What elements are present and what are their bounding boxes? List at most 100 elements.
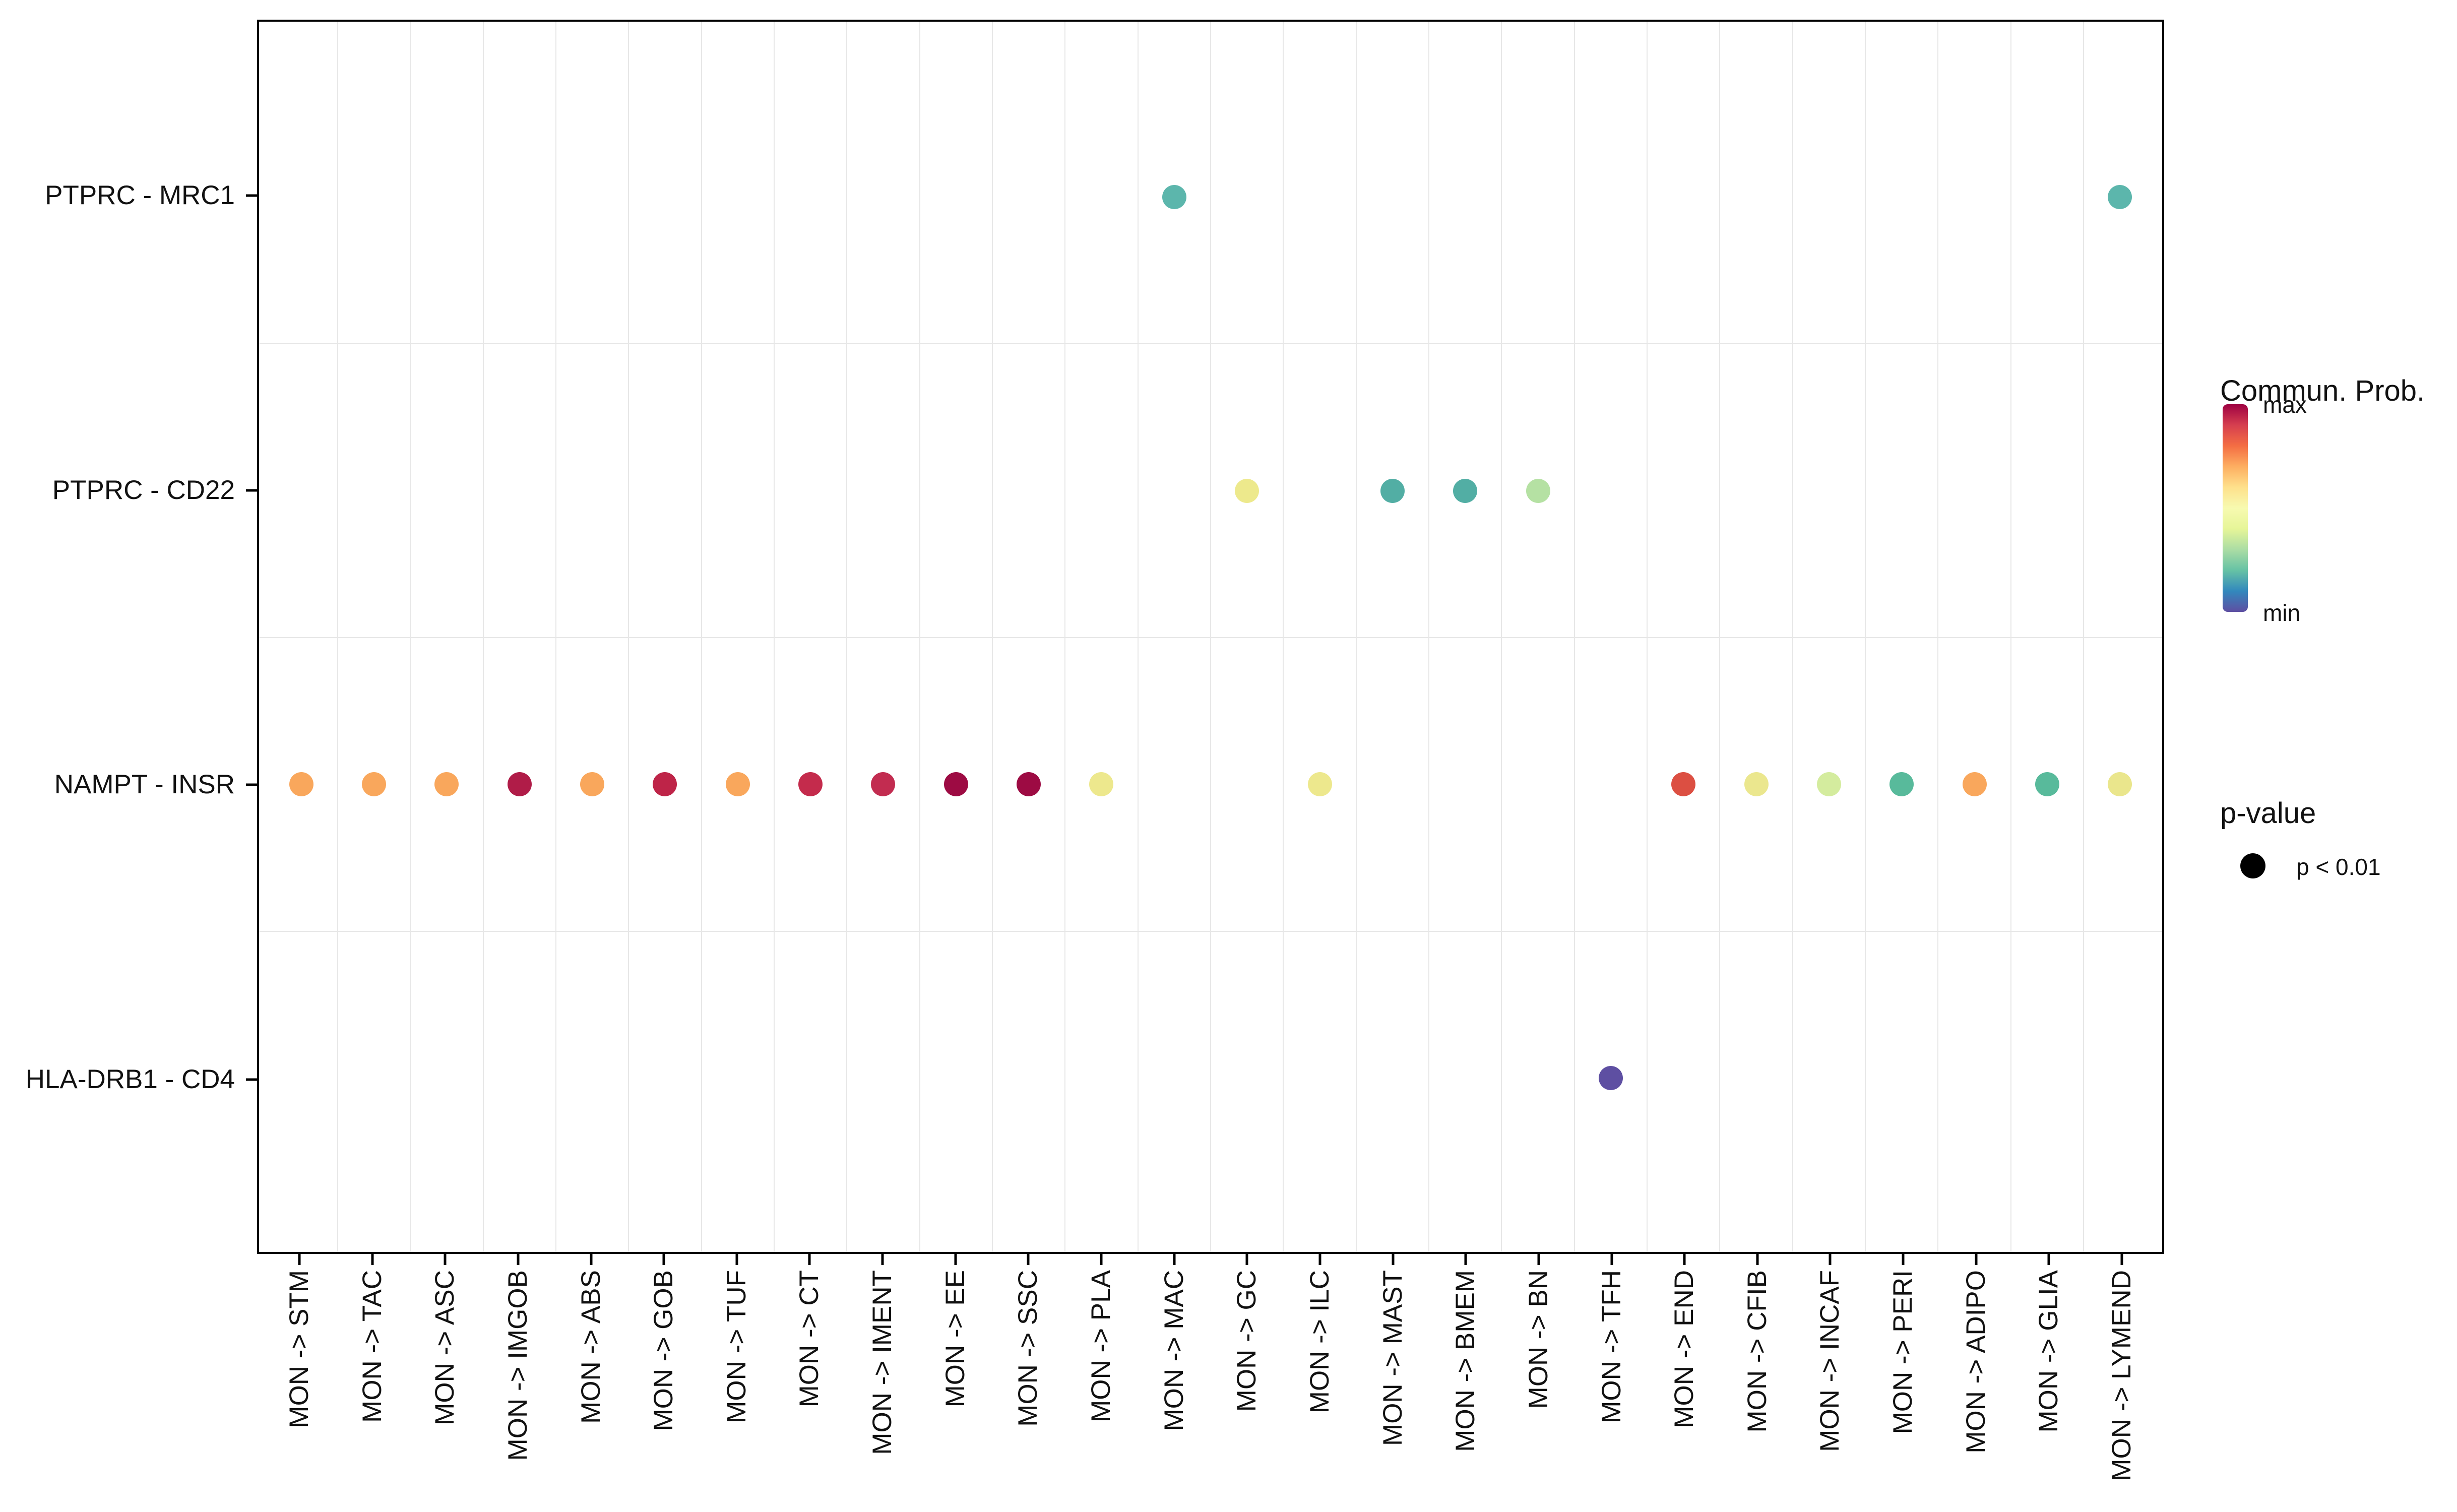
data-point: [1453, 478, 1478, 503]
x-axis-label-wrap: MON -> SSC: [1012, 1270, 1044, 1427]
data-point: [1526, 478, 1550, 503]
gridline-vertical: [1283, 22, 1284, 1252]
x-axis-tick: [298, 1254, 301, 1265]
gridline-vertical: [701, 22, 702, 1252]
colorbar-max-label: max: [2263, 392, 2307, 418]
data-point: [1744, 772, 1769, 797]
gridline-vertical: [1355, 22, 1357, 1252]
x-axis-label: MON -> TFH: [1596, 1270, 1626, 1423]
x-axis-label-wrap: MON -> MAST: [1377, 1270, 1409, 1446]
x-axis-label: MON -> BN: [1523, 1270, 1553, 1409]
data-point: [2108, 184, 2132, 209]
x-axis-label-wrap: MON -> PLA: [1085, 1270, 1117, 1422]
data-point: [871, 772, 896, 797]
data-point: [653, 772, 677, 797]
gridline-vertical: [410, 22, 411, 1252]
x-axis-tick: [1245, 1254, 1248, 1265]
x-axis-label: MON -> TAC: [357, 1270, 387, 1423]
x-axis-tick: [1537, 1254, 1540, 1265]
x-axis-label: MON -> GOB: [649, 1270, 679, 1431]
x-axis-tick: [1756, 1254, 1759, 1265]
plot-panel: [257, 20, 2164, 1254]
gridline-vertical: [846, 22, 848, 1252]
x-axis-tick: [954, 1254, 957, 1265]
x-axis-tick: [590, 1254, 593, 1265]
x-axis-label-wrap: MON -> MAC: [1158, 1270, 1190, 1431]
x-axis: MON -> STM MON -> TAC MON -> ASC MON -> IMG…: [257, 1254, 2164, 1512]
x-axis-label-wrap: MON -> ADIPO: [1960, 1270, 1992, 1454]
x-axis-tick: [662, 1254, 665, 1265]
x-axis-label-wrap: MON -> IMGOB: [502, 1270, 534, 1461]
x-axis-tick: [1318, 1254, 1321, 1265]
x-axis-label-wrap: MON -> LYMEND: [2106, 1270, 2138, 1481]
x-axis-label: MON -> MAC: [1159, 1270, 1189, 1431]
x-axis-label: MON -> ILC: [1304, 1270, 1335, 1414]
gridline-vertical: [1719, 22, 1721, 1252]
data-point: [798, 772, 823, 797]
x-axis-label: MON -> IMGOB: [502, 1270, 533, 1461]
x-axis-tick: [735, 1254, 738, 1265]
x-axis-label-wrap: MON -> GC: [1231, 1270, 1263, 1412]
gridline-vertical: [1865, 22, 1866, 1252]
data-point: [725, 772, 750, 797]
y-axis-label: HLA-DRB1 - CD4: [25, 1064, 235, 1094]
data-point: [943, 772, 968, 797]
x-axis-tick: [517, 1254, 520, 1265]
x-axis-label: MON -> CT: [794, 1270, 825, 1408]
x-axis-label-wrap: MON -> TFH: [1596, 1270, 1628, 1423]
gridline-vertical: [628, 22, 629, 1252]
p-value-dot-icon: [2240, 853, 2265, 878]
x-axis-label-wrap: MON -> CFIB: [1741, 1270, 1774, 1432]
x-axis-label: MON -> TUF: [721, 1270, 751, 1423]
x-axis-label-wrap: MON -> CT: [793, 1270, 826, 1407]
gridline-vertical: [555, 22, 556, 1252]
gridline-vertical: [2010, 22, 2011, 1252]
x-axis-label-wrap: MON -> IMENT: [866, 1270, 899, 1455]
gridline-vertical: [1573, 22, 1575, 1252]
data-point: [362, 772, 387, 797]
x-axis-tick: [881, 1254, 884, 1265]
data-point: [507, 772, 532, 797]
x-axis-label: MON -> BMEM: [1451, 1270, 1481, 1452]
gridline-vertical: [919, 22, 920, 1252]
p-value-item-label: p < 0.01: [2296, 854, 2381, 880]
gridline-vertical: [1064, 22, 1066, 1252]
y-axis-label: NAMPT - INSR: [54, 769, 235, 799]
x-axis-label: MON -> LYMEND: [2106, 1270, 2136, 1481]
legend-commun-prob-title: Commun. Prob.: [2220, 374, 2425, 407]
x-axis-label: MON -> PLA: [1086, 1270, 1116, 1422]
x-axis-label: MON -> EE: [940, 1270, 970, 1408]
x-axis-label-wrap: MON -> EE: [939, 1270, 972, 1407]
data-point: [1598, 1066, 1623, 1091]
data-point: [1307, 772, 1332, 797]
x-axis-label-wrap: MON -> TUF: [721, 1270, 753, 1423]
x-axis-tick: [1173, 1254, 1176, 1265]
data-point: [580, 772, 605, 797]
gridline-vertical: [1647, 22, 1648, 1252]
x-axis-label: MON -> IMENT: [867, 1270, 898, 1455]
x-axis-tick: [1902, 1254, 1905, 1265]
x-axis-label-wrap: MON -> END: [1668, 1270, 1700, 1428]
x-axis-label: MON -> ASC: [430, 1270, 460, 1425]
x-axis-label: MON -> INCAF: [1815, 1270, 1845, 1452]
x-axis-label: MON -> ABS: [576, 1270, 606, 1424]
x-axis-tick: [1683, 1254, 1686, 1265]
data-point: [1671, 772, 1696, 797]
y-axis-tick: [246, 783, 257, 786]
x-axis-label-wrap: MON -> GLIA: [2033, 1270, 2065, 1432]
data-point: [1816, 772, 1841, 797]
x-axis-label-wrap: MON -> GOB: [648, 1270, 680, 1431]
data-point: [1235, 478, 1259, 503]
legend-p-value-title: p-value: [2220, 797, 2316, 830]
x-axis-label-wrap: MON -> STM: [283, 1270, 316, 1428]
data-point: [2108, 772, 2132, 797]
x-axis-tick: [2047, 1254, 2050, 1265]
gridline-horizontal: [259, 637, 2162, 639]
x-axis-label-wrap: MON -> BN: [1523, 1270, 1555, 1409]
y-axis-tick: [246, 489, 257, 492]
x-axis-tick: [444, 1254, 447, 1265]
x-axis-label-wrap: MON -> ILC: [1304, 1270, 1336, 1413]
data-point: [1089, 772, 1114, 797]
data-point: [1162, 184, 1186, 209]
